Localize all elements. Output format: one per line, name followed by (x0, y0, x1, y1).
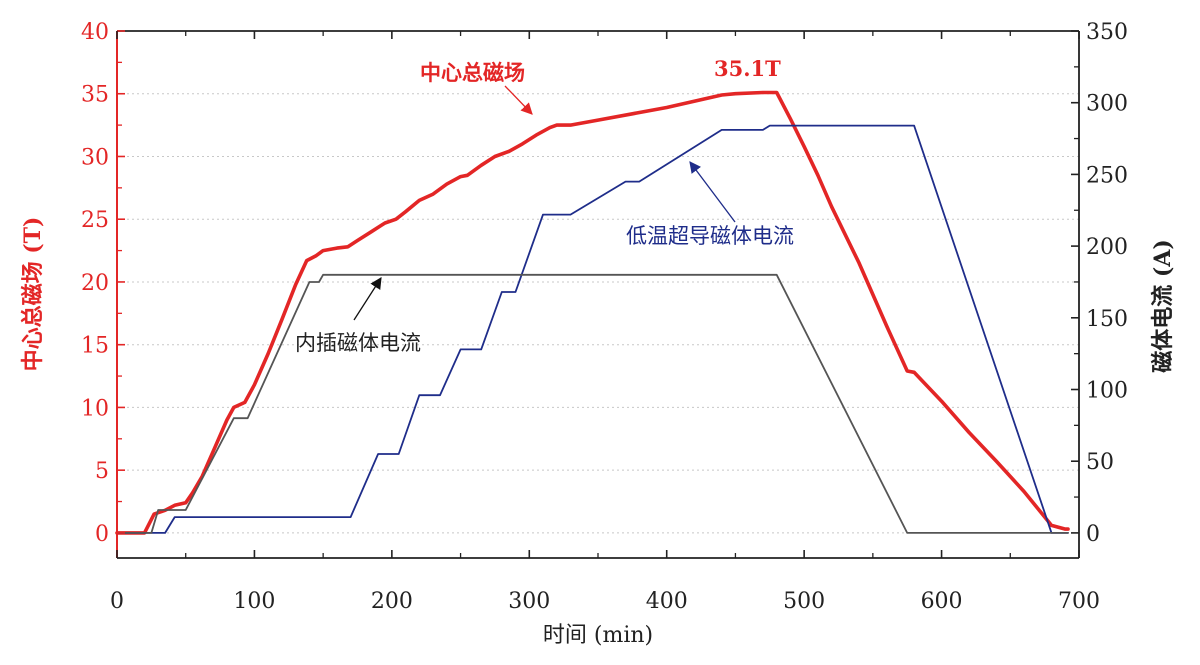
y-left-tick-label: 15 (81, 334, 109, 359)
y-right-tick-label: 250 (1086, 163, 1128, 188)
annotation-total-field: 中心总磁场 (420, 60, 525, 85)
y-right-tick-label: 200 (1086, 235, 1128, 260)
y-right-tick-label: 150 (1086, 307, 1128, 332)
x-tick-label: 100 (233, 589, 275, 614)
y-left-tick-label: 35 (81, 83, 109, 108)
x-tick-label: 600 (921, 589, 963, 614)
gridlines (117, 30, 1079, 534)
x-axis-title: 时间 (min) (543, 623, 653, 648)
series-lines (115, 90, 1070, 535)
annotation-lts-current: 低温超导磁体电流 (626, 224, 794, 248)
y-right-tick-label: 300 (1086, 92, 1128, 117)
series-line-0 (115, 90, 1070, 535)
y-left-tick-label: 10 (81, 396, 109, 421)
y-left-tick-label: 0 (95, 522, 109, 547)
y-right-axis-title: 磁体电流 (A) (1150, 239, 1176, 373)
y-left-axis-title: 中心总磁场 (T) (20, 217, 46, 372)
annotation-peak-value: 35.1T (714, 56, 781, 81)
annotation-lts-current-arrow (689, 161, 736, 223)
y-left-tick-label: 25 (81, 208, 109, 233)
x-tick-label: 400 (646, 589, 688, 614)
annotation-total-field-arrow (504, 85, 533, 115)
y-right-tick-label: 350 (1086, 20, 1128, 45)
annotation-insert-current: 内插磁体电流 (295, 331, 421, 355)
y-left-tick-label: 20 (81, 271, 109, 296)
y-right-tick-label: 50 (1086, 450, 1114, 475)
x-tick-label: 300 (508, 589, 550, 614)
y-left-tick-label: 30 (81, 145, 109, 170)
annotation-insert-current-arrow (353, 277, 382, 321)
y-left-tick-label: 5 (95, 459, 109, 484)
y-left-tick-label: 40 (81, 20, 109, 45)
x-tick-label: 200 (371, 589, 413, 614)
x-tick-label: 700 (1058, 589, 1100, 614)
series-line-1 (116, 124, 1069, 534)
y-right-tick-label: 100 (1086, 379, 1128, 404)
series-line-2 (116, 273, 1069, 534)
y-right-tick-label: 0 (1086, 522, 1100, 547)
x-tick-label: 0 (110, 589, 124, 614)
x-tick-label: 500 (783, 589, 825, 614)
